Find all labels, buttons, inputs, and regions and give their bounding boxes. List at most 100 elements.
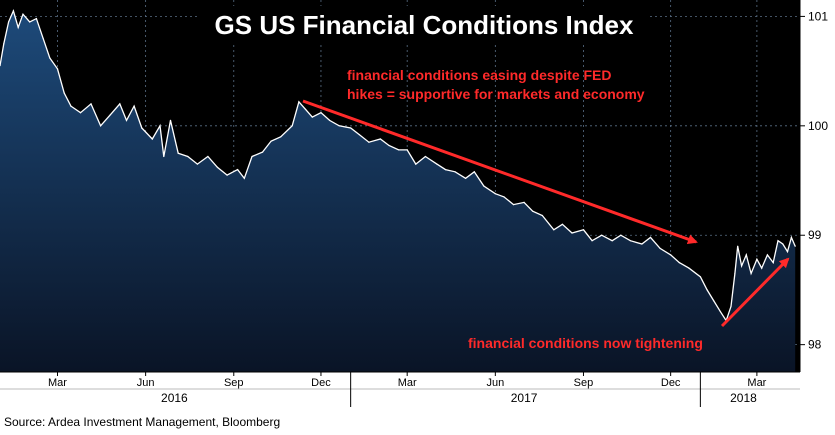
data-point [109, 114, 111, 116]
y-tick-label: 101 [808, 9, 828, 23]
y-tick-label: 100 [808, 119, 828, 133]
data-point [790, 236, 793, 238]
data-point [338, 125, 340, 127]
data-point [629, 240, 632, 242]
x-tick-label: Sep [574, 377, 594, 389]
data-point [70, 105, 72, 107]
data-point [561, 223, 564, 225]
data-point [415, 163, 417, 165]
x-tick-label: Sep [224, 377, 244, 389]
data-point [699, 276, 702, 278]
data-point [388, 144, 390, 147]
data-point [444, 169, 447, 171]
data-point [3, 43, 5, 45]
annotation-tightening: financial conditions now tightening [468, 335, 703, 351]
data-point [611, 240, 613, 242]
data-point [678, 262, 680, 264]
data-point [298, 101, 300, 103]
data-point [483, 185, 485, 187]
data-point [49, 57, 51, 59]
chart-title: GS US Financial Conditions Index [215, 10, 634, 40]
data-point [0, 65, 1, 67]
data-point [436, 163, 438, 165]
data-point [320, 112, 322, 114]
data-point [207, 155, 209, 158]
data-point [706, 289, 708, 291]
data-point [641, 243, 643, 245]
data-point [169, 119, 172, 121]
data-point [379, 138, 381, 140]
data-point [226, 174, 228, 176]
x-axis: Mar Jun Sep Dec Mar Jun Sep Dec Mar 2016 2017 2018 [0, 371, 800, 407]
annotation-arrows [302, 99, 790, 328]
data-point [553, 229, 555, 231]
data-point [368, 141, 370, 143]
data-point [151, 138, 153, 140]
data-point [756, 258, 758, 260]
title-background [200, 6, 648, 44]
data-point [737, 245, 739, 247]
data-point [243, 177, 245, 179]
data-point [670, 254, 672, 256]
data-point [786, 251, 789, 253]
data-point [280, 136, 282, 138]
data-point [329, 119, 331, 121]
tightening-arrow [720, 257, 790, 328]
source-note: Source: Ardea Investment Management, Blo… [4, 415, 281, 429]
data-point [494, 193, 496, 195]
data-point [177, 152, 179, 154]
data-point [713, 300, 715, 302]
data-point [311, 116, 313, 118]
data-point [503, 196, 505, 198]
x-tick-label: Mar [48, 377, 67, 389]
data-point [571, 232, 573, 234]
easing-arrow [302, 99, 698, 245]
data-point [761, 267, 763, 269]
data-point [305, 108, 307, 110]
data-point [601, 234, 603, 236]
data-point [465, 177, 467, 179]
data-point [79, 112, 82, 114]
data-point [794, 245, 796, 247]
data-point [159, 125, 161, 127]
data-point [8, 21, 10, 23]
chart-svg: GS US Financial Conditions Index financi… [0, 0, 829, 407]
data-point [22, 13, 24, 15]
data-point [56, 68, 59, 70]
data-point [90, 103, 92, 105]
data-point [29, 21, 31, 23]
data-point [750, 272, 752, 275]
data-point [532, 210, 534, 212]
points-layer [0, 10, 796, 322]
data-point [473, 171, 475, 173]
data-point [649, 236, 652, 238]
y-tick-label: 98 [808, 338, 822, 352]
data-point [512, 204, 515, 206]
data-point [782, 243, 784, 245]
data-point [17, 26, 19, 28]
data-point [237, 169, 239, 171]
data-point [523, 201, 525, 203]
data-point [291, 125, 293, 127]
data-point [741, 265, 743, 267]
x-tick-label: Mar [747, 377, 766, 389]
data-point [35, 18, 38, 20]
y-axis: 101 100 99 98 [799, 0, 828, 372]
data-point [196, 163, 198, 165]
data-point [541, 214, 543, 217]
data-point [251, 155, 253, 158]
data-point [42, 37, 44, 39]
data-point [187, 155, 189, 158]
data-point [730, 305, 732, 307]
data-point [406, 149, 408, 151]
annotation-easing-line-1: financial conditions easing despite FED [347, 67, 612, 83]
data-point [141, 127, 143, 129]
data-point [745, 254, 747, 256]
data-point [777, 240, 779, 242]
annotation-easing-line-2: hikes = supportive for markets and econo… [347, 86, 645, 102]
data-point [216, 166, 219, 168]
x-tick-label: Dec [661, 377, 681, 389]
data-point [358, 134, 360, 136]
data-point [125, 119, 128, 121]
